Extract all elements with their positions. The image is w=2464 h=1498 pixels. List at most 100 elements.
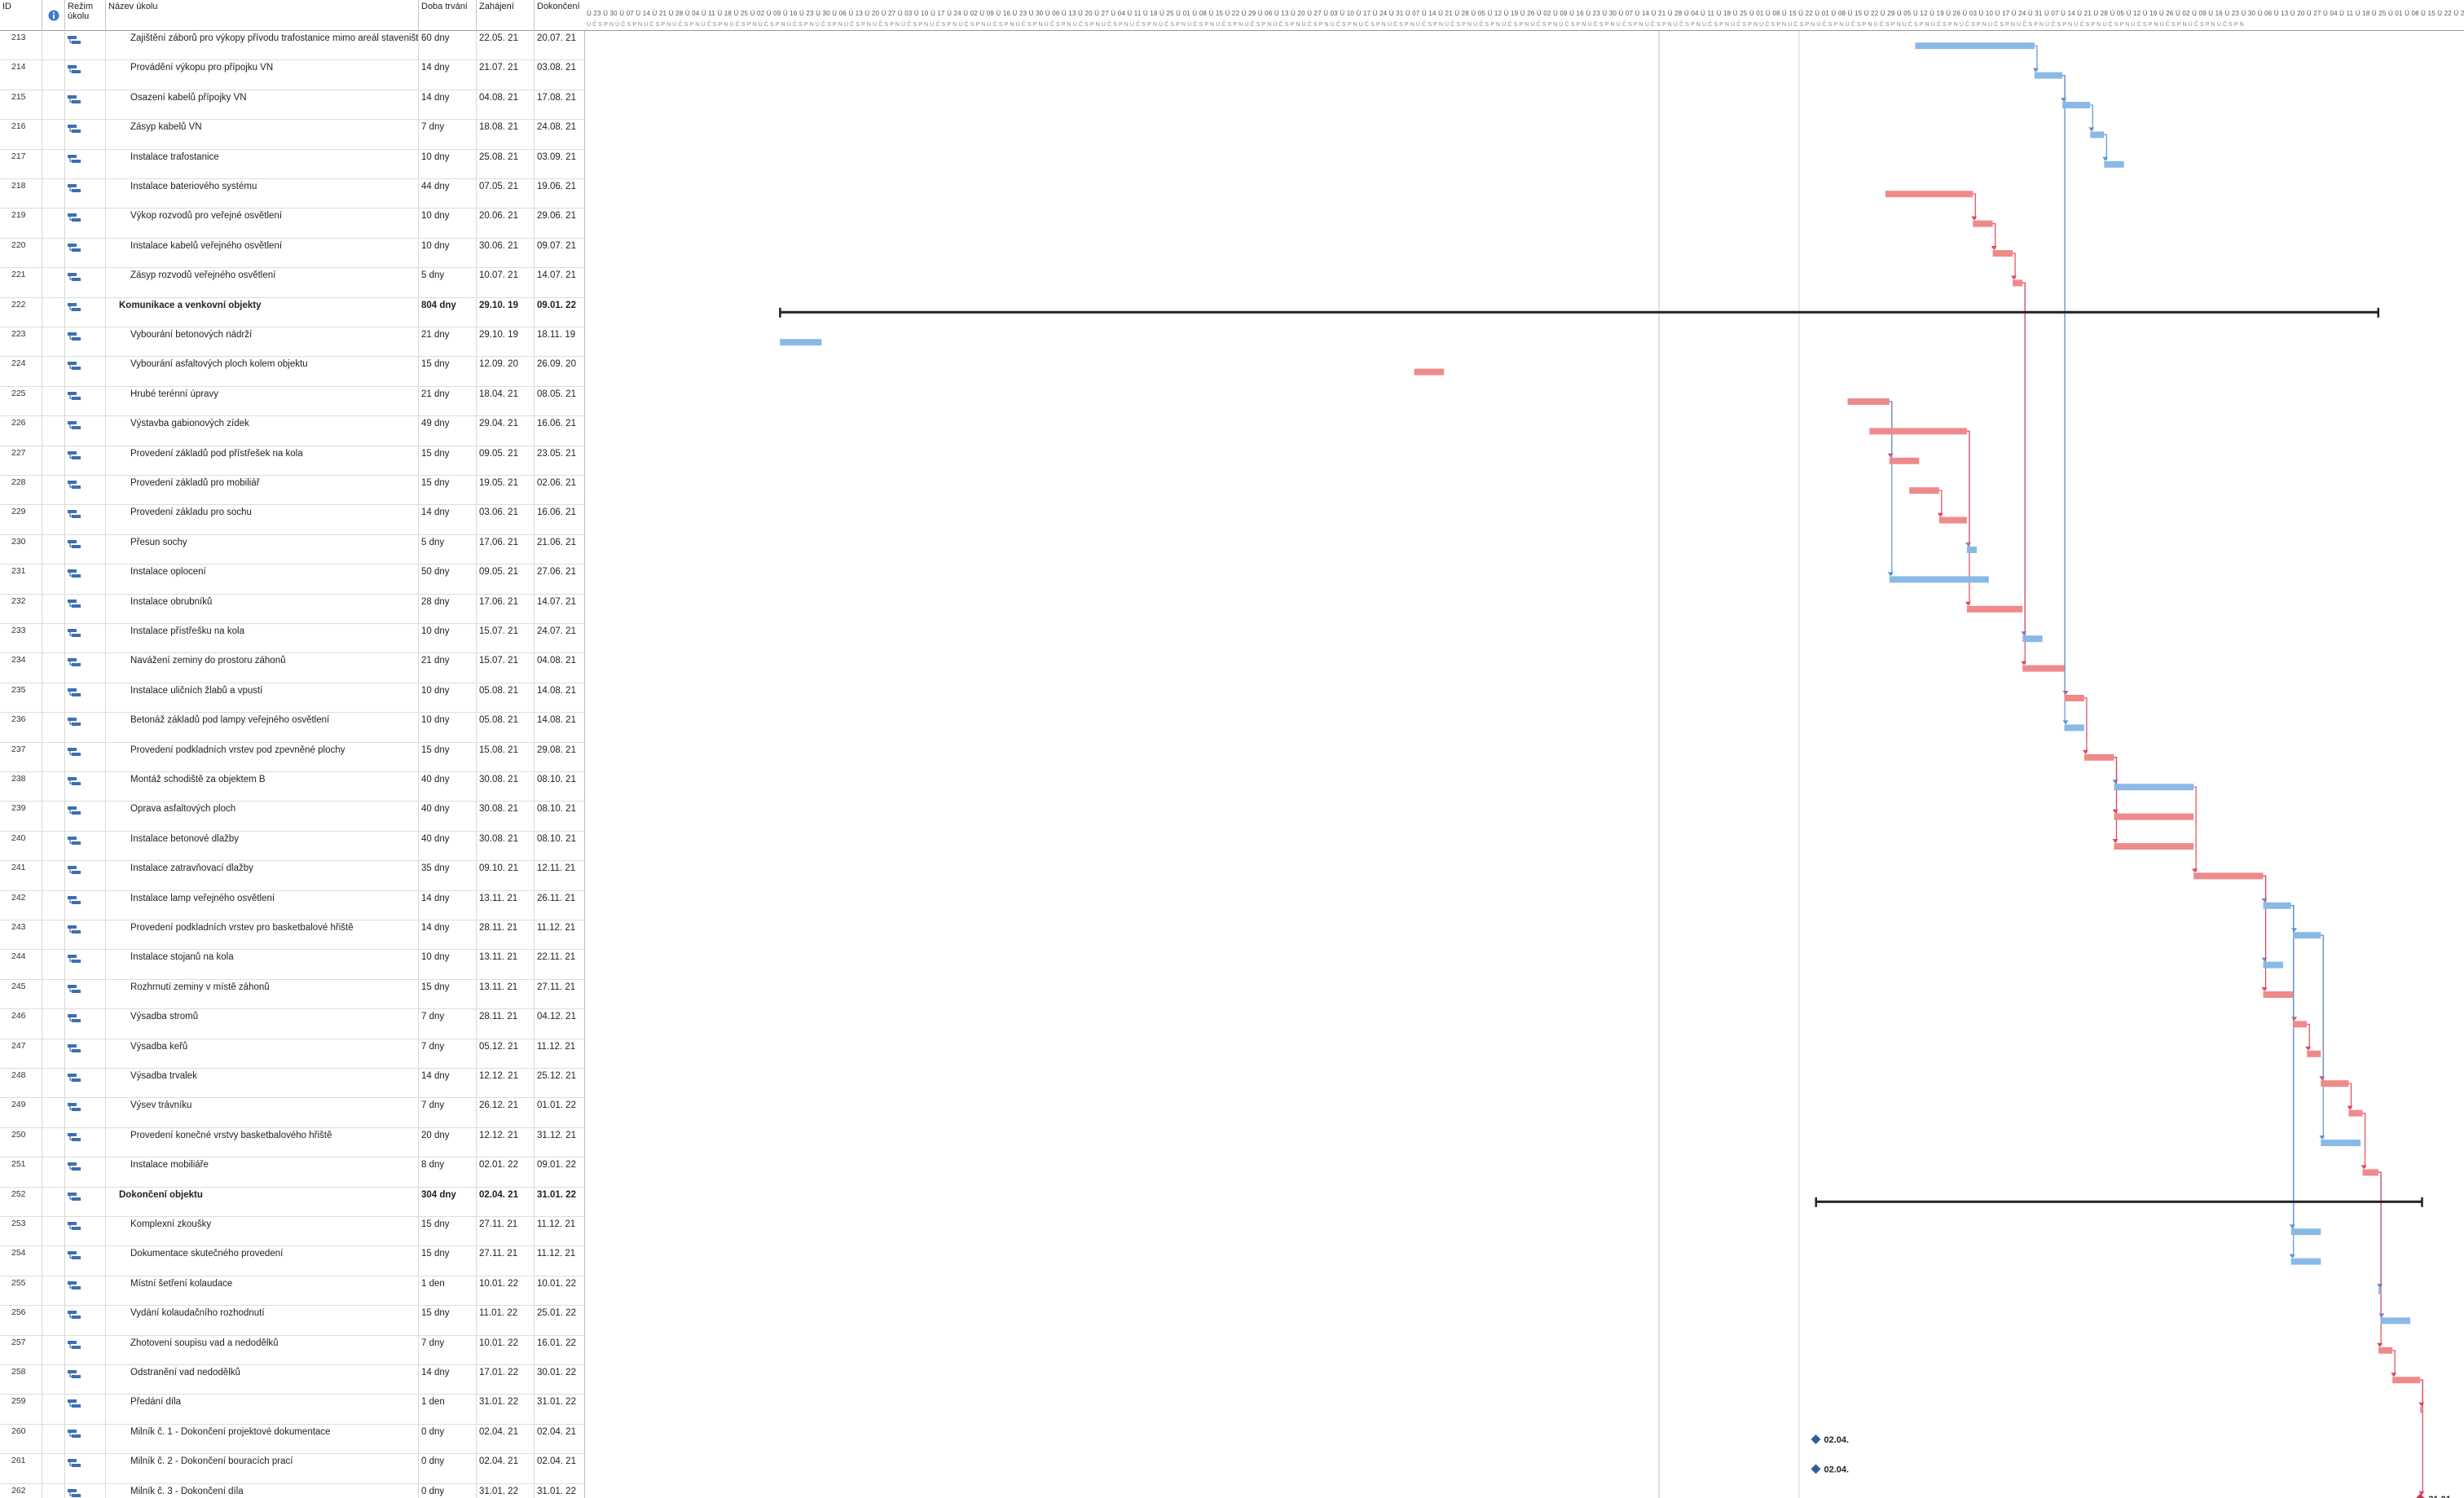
task-name[interactable]: Výsadba keřů (106, 1039, 419, 1069)
table-row[interactable]: 230 Přesun sochy 5 dny 17.06. 21 21.06. 21 (0, 534, 585, 565)
task-start[interactable]: 05.12. 21 (477, 1039, 535, 1069)
task-duration[interactable]: 10 dny (419, 149, 477, 179)
task-mode[interactable] (65, 1306, 106, 1336)
task-start[interactable]: 31.01. 22 (477, 1395, 535, 1425)
task-name[interactable]: Instalace zatravňovací dlažby (106, 861, 419, 891)
task-finish[interactable]: 08.10. 21 (537, 775, 576, 784)
task-start[interactable]: 26.12. 21 (477, 1098, 535, 1128)
task-duration[interactable]: 60 dny (419, 31, 477, 60)
task-duration[interactable]: 15 dny (419, 1306, 477, 1336)
task-start[interactable]: 30.08. 21 (477, 802, 535, 832)
task-finish[interactable]: 11.12. 21 (537, 1041, 576, 1052)
task-finish[interactable]: 10.01. 22 (537, 1278, 576, 1289)
task-start[interactable]: 27.11. 21 (477, 1217, 535, 1246)
task-mode[interactable] (65, 861, 106, 891)
table-row[interactable]: 241 Instalace zatravňovací dlažby 35 dny 09… (0, 861, 585, 891)
task-start[interactable]: 18.04. 21 (477, 386, 535, 416)
task-name[interactable]: Instalace oplocení (106, 564, 419, 595)
table-row[interactable]: 260 Milník č. 1 - Dokončení projektové do… (0, 1424, 585, 1455)
task-mode[interactable] (65, 653, 106, 683)
task-duration[interactable]: 15 dny (419, 476, 477, 505)
task-mode[interactable] (65, 357, 106, 387)
task-mode[interactable] (65, 534, 106, 564)
task-mode[interactable] (65, 1483, 106, 1498)
task-duration[interactable]: 14 dny (419, 505, 477, 535)
task-duration[interactable]: 14 dny (419, 1365, 477, 1395)
table-row[interactable]: 244 Instalace stojanů na kola 10 dny 13.11.… (0, 950, 585, 980)
table-row[interactable]: 243 Provedení podkladních vrstev pro bask… (0, 920, 585, 951)
task-duration[interactable]: 40 dny (419, 802, 477, 832)
table-row[interactable]: 219 Výkop rozvodů pro veřejné osvětlení 10… (0, 209, 585, 239)
table-row[interactable]: 226 Výstavba gabionových zídek 49 dny 29.04… (0, 416, 585, 446)
task-duration[interactable]: 7 dny (419, 1009, 477, 1039)
table-row[interactable]: 213 Zajištění záborů pro výkopy přívodu t… (0, 31, 585, 61)
task-name[interactable]: Oprava asfaltových ploch (106, 802, 419, 832)
task-name[interactable]: Zásyp rozvodů veřejného osvětlení (106, 268, 419, 298)
table-row[interactable]: 216 Zásyp kabelů VN 7 dny 18.08. 21 24.08. 2… (0, 120, 585, 150)
task-mode[interactable] (65, 594, 106, 624)
task-duration[interactable]: 15 dny (419, 979, 477, 1009)
task-name[interactable]: Instalace přístřešku na kola (106, 624, 419, 653)
task-start[interactable]: 12.12. 21 (477, 1127, 535, 1158)
task-name[interactable]: Instalace kabelů veřejného osvětlení (106, 238, 419, 268)
task-finish[interactable]: 30.01. 22 (537, 1368, 576, 1377)
task-finish[interactable]: 27.06. 21 (537, 567, 576, 578)
task-duration[interactable]: 8 dny (419, 1158, 477, 1188)
task-start[interactable]: 10.01. 22 (477, 1276, 535, 1306)
task-finish[interactable]: 04.12. 21 (537, 1012, 576, 1022)
task-finish[interactable]: 26.11. 21 (537, 893, 576, 903)
task-duration[interactable]: 10 dny (419, 713, 477, 743)
table-row[interactable]: 259 Předání díla 1 den 31.01. 22 31.01. 22 (0, 1395, 585, 1425)
task-mode[interactable] (65, 920, 106, 950)
table-row[interactable]: 228 Provedení základů pro mobiliář 15 dny 1… (0, 476, 585, 506)
table-row[interactable]: 235 Instalace uličních žlabů a vpustí 10 d… (0, 683, 585, 714)
task-mode[interactable] (65, 60, 106, 90)
task-duration[interactable]: 20 dny (419, 1127, 477, 1158)
table-row[interactable]: 223 Vybourání betonových nádrží 21 dny 29.1… (0, 327, 585, 358)
task-duration[interactable]: 14 dny (419, 60, 477, 90)
task-start[interactable]: 30.08. 21 (477, 772, 535, 802)
task-mode[interactable] (65, 1365, 106, 1395)
task-start[interactable]: 10.01. 22 (477, 1335, 535, 1365)
task-mode[interactable] (65, 1217, 106, 1246)
task-mode[interactable] (65, 1424, 106, 1454)
task-duration[interactable]: 15 dny (419, 446, 477, 476)
task-start[interactable]: 13.11. 21 (477, 890, 535, 920)
task-start[interactable]: 18.08. 21 (477, 120, 535, 150)
task-start[interactable]: 30.08. 21 (477, 831, 535, 861)
task-mode[interactable] (65, 1098, 106, 1128)
task-finish[interactable]: 29.06. 21 (537, 211, 576, 222)
task-finish[interactable]: 18.11. 19 (537, 330, 576, 340)
table-row[interactable]: 253 Komplexní zkoušky 15 dny 27.11. 21 11.12… (0, 1217, 585, 1247)
table-row[interactable]: 247 Výsadba keřů 7 dny 05.12. 21 11.12. 21 (0, 1039, 585, 1069)
task-finish[interactable]: 09.07. 21 (537, 240, 576, 251)
table-row[interactable]: 237 Provedení podkladních vrstev pod zpev… (0, 742, 585, 772)
task-duration[interactable]: 14 dny (419, 890, 477, 920)
table-row[interactable]: 255 Místní šetření kolaudace 1 den 10.01. 2… (0, 1276, 585, 1307)
task-mode[interactable] (65, 1246, 106, 1276)
task-finish[interactable]: 02.06. 21 (537, 478, 576, 488)
task-start[interactable]: 13.11. 21 (477, 979, 535, 1009)
task-name[interactable]: Výsev trávníku (106, 1098, 419, 1128)
task-name[interactable]: Milník č. 1 - Dokončení projektové dokum… (106, 1424, 419, 1454)
task-mode[interactable] (65, 238, 106, 268)
task-name[interactable]: Výkop rozvodů pro veřejné osvětlení (106, 209, 419, 239)
task-name[interactable]: Přesun sochy (106, 534, 419, 564)
task-name[interactable]: Provedení základů pro mobiliář (106, 476, 419, 505)
task-name[interactable]: Zhotovení soupisu vad a nedodělků (106, 1335, 419, 1365)
task-duration[interactable]: 40 dny (419, 772, 477, 802)
task-name[interactable]: Provedení základu pro sochu (106, 505, 419, 535)
table-row[interactable]: 251 Instalace mobiliáře 8 dny 02.01. 22 09.0… (0, 1158, 585, 1188)
task-name[interactable]: Instalace bateriového systému (106, 179, 419, 209)
task-finish[interactable]: 03.09. 21 (537, 152, 576, 162)
task-name[interactable]: Dokončení objektu (106, 1187, 419, 1217)
task-duration[interactable]: 0 dny (419, 1454, 477, 1484)
task-mode[interactable] (65, 1454, 106, 1484)
task-duration[interactable]: 15 dny (419, 1246, 477, 1276)
task-mode[interactable] (65, 31, 106, 60)
task-name[interactable]: Instalace uličních žlabů a vpustí (106, 683, 419, 713)
task-duration[interactable]: 35 dny (419, 861, 477, 891)
table-row[interactable]: 217 Instalace trafostanice 10 dny 25.08. 21… (0, 149, 585, 179)
task-mode[interactable] (65, 149, 106, 179)
task-mode[interactable] (65, 1039, 106, 1069)
